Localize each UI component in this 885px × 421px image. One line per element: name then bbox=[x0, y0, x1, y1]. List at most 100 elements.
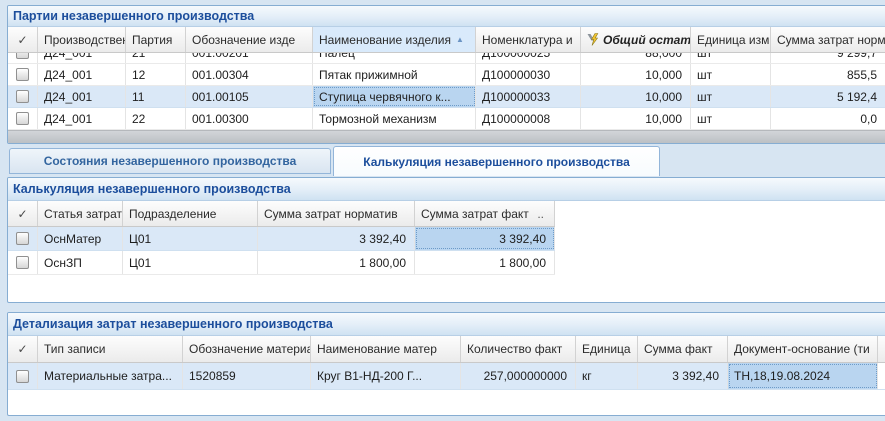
cell-production-order[interactable]: Д24_001 bbox=[38, 53, 126, 63]
cell-unit[interactable]: кг bbox=[576, 363, 638, 389]
cell-cost-normative[interactable]: 3 392,40 bbox=[258, 227, 415, 250]
column-header-item-code[interactable]: Обозначение изде bbox=[186, 27, 313, 52]
cell-unit[interactable]: шт bbox=[691, 64, 771, 85]
column-header-production-order[interactable]: Производствен bbox=[38, 27, 126, 52]
table-row[interactable]: Д24_001 21 001.00201 Палец Д100000025 88… bbox=[8, 53, 885, 64]
row-select-cell[interactable] bbox=[8, 64, 38, 85]
cell-department[interactable]: Ц01 bbox=[123, 251, 258, 274]
cell-batch[interactable]: 21 bbox=[126, 53, 186, 63]
column-header-material-name[interactable]: Наименование матер bbox=[311, 336, 461, 362]
row-select-cell[interactable] bbox=[8, 227, 38, 250]
column-header-quantity-actual[interactable]: Количество факт bbox=[461, 336, 576, 362]
row-select-cell[interactable] bbox=[8, 251, 38, 274]
cell-cost-normative[interactable]: 9 299,7 bbox=[771, 53, 885, 63]
table-row-selected[interactable]: ОснМатер Ц01 3 392,40 3 392,40 bbox=[8, 227, 555, 251]
column-header-cost-actual[interactable]: Сумма затрат факт .. bbox=[415, 201, 555, 226]
check-icon: ✓ bbox=[17, 342, 28, 356]
cell-total-remainder[interactable]: 88,000 bbox=[581, 53, 691, 63]
column-header-cost-item[interactable]: Статья затрат bbox=[38, 201, 123, 226]
cell-quantity-actual[interactable]: 257,000000000 bbox=[461, 363, 576, 389]
tab-wip-states[interactable]: Состояния незавершенного производства bbox=[9, 148, 331, 174]
cell-unit[interactable]: шт bbox=[691, 108, 771, 129]
checkbox-unchecked[interactable] bbox=[16, 68, 29, 81]
checkbox-unchecked[interactable] bbox=[16, 53, 29, 59]
column-header-batch[interactable]: Партия bbox=[126, 27, 186, 52]
row-select-cell[interactable] bbox=[8, 108, 38, 129]
cell-item-code[interactable]: 001.00105 bbox=[186, 86, 313, 107]
column-header-source-document[interactable]: Документ-основание (ти bbox=[728, 336, 878, 362]
cell-total-remainder[interactable]: 10,000 bbox=[581, 108, 691, 129]
column-header-nomenclature[interactable]: Номенклатура и bbox=[476, 27, 581, 52]
lightning-icon bbox=[587, 33, 599, 46]
cell-nomenclature[interactable]: Д100000030 bbox=[476, 64, 581, 85]
horizontal-scroll-area[interactable] bbox=[8, 130, 885, 143]
cell-unit[interactable]: шт bbox=[691, 53, 771, 63]
cell-production-order[interactable]: Д24_001 bbox=[38, 108, 126, 129]
checkbox-unchecked[interactable] bbox=[16, 90, 29, 103]
cell-unit[interactable]: шт bbox=[691, 86, 771, 107]
cell-material-code[interactable]: 1520859 bbox=[183, 363, 311, 389]
cell-cost-normative[interactable]: 855,5 bbox=[771, 64, 885, 85]
column-header-unit[interactable]: Единица bbox=[576, 336, 638, 362]
cell-nomenclature[interactable]: Д100000025 bbox=[476, 53, 581, 63]
cell-cost-item[interactable]: ОснМатер bbox=[38, 227, 123, 250]
table-row[interactable]: Д24_001 22 001.00300 Тормозной механизм … bbox=[8, 108, 885, 130]
checkbox-unchecked[interactable] bbox=[16, 369, 29, 383]
row-select-cell[interactable] bbox=[8, 53, 38, 63]
select-all-header[interactable]: ✓ bbox=[8, 336, 38, 362]
wip-batches-panel: Партии незавершенного производства ✓ Про… bbox=[7, 5, 885, 144]
column-header-unit[interactable]: Единица изм bbox=[691, 27, 771, 52]
cell-cost-normative[interactable]: 5 192,4 bbox=[771, 86, 885, 107]
column-header-department[interactable]: Подразделение bbox=[123, 201, 258, 226]
column-header-cost-normative[interactable]: Сумма затрат норм bbox=[771, 27, 885, 52]
cell-batch[interactable]: 12 bbox=[126, 64, 186, 85]
row-select-cell[interactable] bbox=[8, 363, 38, 389]
column-header-total-remainder[interactable]: Общий остат bbox=[581, 27, 691, 52]
clipped-row-container: Д24_001 21 001.00201 Палец Д100000025 88… bbox=[8, 53, 885, 64]
table-row[interactable]: Д24_001 12 001.00304 Пятак прижимной Д10… bbox=[8, 64, 885, 86]
cell-item-code[interactable]: 001.00300 bbox=[186, 108, 313, 129]
cell-batch[interactable]: 11 bbox=[126, 86, 186, 107]
cell-total-remainder[interactable]: 10,000 bbox=[581, 64, 691, 85]
cell-item-code[interactable]: 001.00304 bbox=[186, 64, 313, 85]
cell-source-document-focused[interactable]: ТН,18,19.08.2024 bbox=[728, 363, 878, 389]
cell-cost-item[interactable]: ОснЗП bbox=[38, 251, 123, 274]
column-header-material-code[interactable]: Обозначение материал bbox=[183, 336, 311, 362]
cell-nomenclature[interactable]: Д100000008 bbox=[476, 108, 581, 129]
cell-amount-actual[interactable]: 3 392,40 bbox=[638, 363, 728, 389]
cell-item-name[interactable]: Тормозной механизм bbox=[313, 108, 476, 129]
calculation-grid: ✓ Статья затрат Подразделение Сумма затр… bbox=[8, 201, 555, 275]
tab-wip-calculation-active[interactable]: Калькуляция незавершенного производства bbox=[333, 146, 660, 176]
checkbox-unchecked[interactable] bbox=[16, 256, 29, 269]
row-select-cell[interactable] bbox=[8, 86, 38, 107]
cell-item-name[interactable]: Палец bbox=[313, 53, 476, 63]
column-header-label: Наименование изделия bbox=[319, 32, 451, 47]
cell-production-order[interactable]: Д24_001 bbox=[38, 86, 126, 107]
cell-cost-actual-focused[interactable]: 3 392,40 bbox=[415, 227, 555, 250]
cell-item-name[interactable]: Пятак прижимной bbox=[313, 64, 476, 85]
cell-cost-normative[interactable]: 0,0 bbox=[771, 108, 885, 129]
column-header-cost-normative[interactable]: Сумма затрат норматив bbox=[258, 201, 415, 226]
column-header-record-type[interactable]: Тип записи bbox=[38, 336, 183, 362]
cell-batch[interactable]: 22 bbox=[126, 108, 186, 129]
cell-material-name[interactable]: Круг В1-НД-200 Г... bbox=[311, 363, 461, 389]
checkbox-unchecked[interactable] bbox=[16, 112, 29, 125]
table-row[interactable]: ОснЗП Ц01 1 800,00 1 800,00 bbox=[8, 251, 555, 275]
cell-production-order[interactable]: Д24_001 bbox=[38, 64, 126, 85]
select-all-header[interactable]: ✓ bbox=[8, 27, 38, 52]
cell-cost-actual[interactable]: 1 800,00 bbox=[415, 251, 555, 274]
cell-item-name-focused[interactable]: Ступица червячного к... bbox=[313, 86, 476, 107]
cell-total-remainder[interactable]: 10,000 bbox=[581, 86, 691, 107]
cell-department[interactable]: Ц01 bbox=[123, 227, 258, 250]
select-all-header[interactable]: ✓ bbox=[8, 201, 38, 226]
table-row-selected[interactable]: Д24_001 11 001.00105 Ступица червячного … bbox=[8, 86, 885, 108]
cell-record-type[interactable]: Материальные затра... bbox=[38, 363, 183, 389]
cell-nomenclature[interactable]: Д100000033 bbox=[476, 86, 581, 107]
cell-item-code[interactable]: 001.00201 bbox=[186, 53, 313, 63]
row-filler bbox=[878, 363, 885, 389]
column-header-item-name[interactable]: Наименование изделия ▲ bbox=[313, 27, 476, 52]
cell-cost-normative[interactable]: 1 800,00 bbox=[258, 251, 415, 274]
table-row-selected[interactable]: Материальные затра... 1520859 Круг В1-НД… bbox=[8, 363, 885, 390]
checkbox-unchecked[interactable] bbox=[16, 232, 29, 245]
column-header-amount-actual[interactable]: Сумма факт bbox=[638, 336, 728, 362]
